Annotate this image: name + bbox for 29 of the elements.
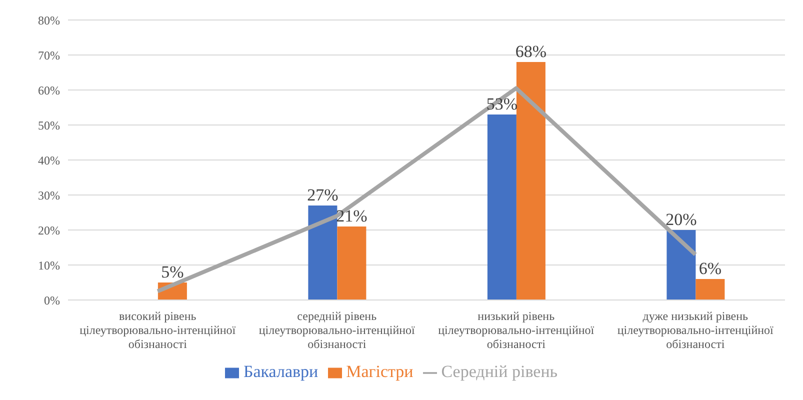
legend-label: Бакалаври (243, 362, 318, 381)
x-tick-label: низький рівень цілеутворювально-інтенційної обізнаності (438, 309, 595, 351)
x-tick-label: високий рівень цілеутворювально-інтенційної обізнаності (80, 309, 236, 351)
y-tick-label: 30% (38, 188, 60, 202)
y-tick-label: 40% (38, 153, 60, 168)
bar (516, 62, 546, 300)
legend-label: Магістри (346, 362, 414, 381)
x-tick-label: дуже низький рівень цілеутворювально-інтенційної обізнаності (617, 309, 774, 351)
y-tick-label: 20% (38, 223, 60, 238)
data-label: 21% (336, 206, 368, 226)
bar (308, 206, 338, 300)
x-tick-label: середній рівень цілеутворювально-інтенційної обізнаності (258, 309, 416, 351)
line-series (156, 86, 698, 294)
y-tick-label: 80% (38, 13, 60, 28)
legend-label: Середній рівень (441, 362, 558, 381)
y-tick-label: 50% (38, 118, 60, 132)
y-tick-label: 0% (44, 293, 60, 308)
data-label: 27% (307, 186, 338, 204)
y-tick-label: 60% (38, 83, 60, 98)
bar (666, 230, 696, 300)
data-label: 5% (161, 262, 184, 282)
bar (337, 226, 366, 300)
data-label: 68% (515, 42, 547, 61)
bar (487, 114, 516, 300)
bar (696, 279, 725, 300)
y-tick-label: 70% (38, 48, 60, 62)
data-label: 20% (666, 210, 697, 229)
data-label: 6% (698, 259, 722, 278)
y-tick-label: 10% (38, 258, 60, 272)
